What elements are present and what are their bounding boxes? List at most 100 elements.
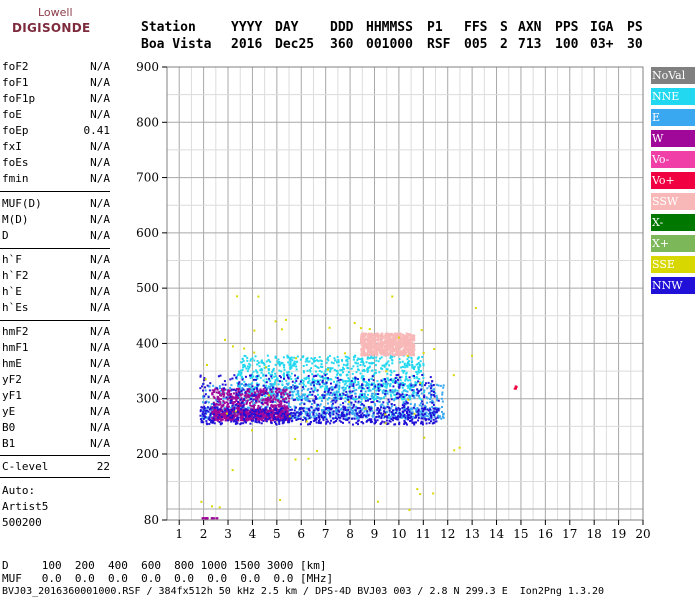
data-point-nne: [279, 364, 281, 366]
data-point-e: [353, 390, 355, 392]
data-point-ssw: [367, 336, 369, 338]
data-point-w: [215, 415, 217, 417]
data-point-e: [365, 396, 367, 398]
data-point-nnw: [417, 390, 419, 392]
data-point-nne: [418, 378, 420, 380]
data-point-w: [278, 401, 280, 403]
data-point-nnw: [316, 422, 318, 424]
data-point-nne: [280, 370, 282, 372]
data-point-ssw: [377, 340, 379, 342]
data-point-nnw: [344, 406, 346, 408]
data-point-nnw: [422, 410, 424, 412]
data-point-nnw: [267, 418, 269, 420]
data-point-e: [297, 390, 299, 392]
data-point-nnw: [207, 385, 209, 387]
data-point-vo+: [516, 386, 518, 388]
data-point-nne: [342, 381, 344, 383]
data-point-nnw: [396, 392, 398, 394]
data-point-sse: [306, 420, 308, 422]
data-point-ssw: [378, 348, 380, 350]
data-point-w: [240, 404, 242, 406]
data-point-nnw: [209, 389, 211, 391]
data-point-e: [366, 412, 368, 414]
data-point-sse: [364, 408, 366, 410]
data-point-ssw: [361, 354, 363, 356]
data-point-sse: [235, 410, 237, 412]
data-point-nnw: [217, 409, 219, 411]
data-point-nnw: [214, 407, 216, 409]
data-point-nne: [313, 359, 315, 361]
data-point-ssw: [362, 351, 364, 353]
data-point-nnw: [400, 414, 402, 416]
data-point-e: [371, 393, 373, 395]
data-point-nnw: [256, 387, 258, 389]
x-tick-label: 11: [416, 527, 431, 541]
data-point-sse: [206, 364, 208, 366]
data-point-nnw: [266, 381, 268, 383]
data-point-nne: [378, 371, 380, 373]
data-point-nnw: [350, 402, 352, 404]
data-point-nnw: [411, 389, 413, 391]
data-point-nne: [353, 387, 355, 389]
data-point-nnw: [402, 411, 404, 413]
data-point-nnw: [213, 413, 215, 415]
data-point-nnw: [224, 380, 226, 382]
data-point-nnw: [244, 421, 246, 423]
data-point-w: [267, 411, 269, 413]
data-point-nne: [305, 377, 307, 379]
data-point-nnw: [361, 387, 363, 389]
data-point-nne: [260, 361, 262, 363]
data-point-w: [282, 398, 284, 400]
data-point-sse: [236, 295, 238, 297]
data-point-nnw: [363, 405, 365, 407]
data-point-nne: [405, 378, 407, 380]
data-point-e: [365, 385, 367, 387]
data-point-nnw: [330, 392, 332, 394]
data-point-w: [221, 388, 223, 390]
data-point-sse: [398, 337, 400, 339]
data-point-nne: [316, 359, 318, 361]
data-point-nne: [393, 394, 395, 396]
data-point-nne: [307, 370, 309, 372]
data-point-nne: [402, 387, 404, 389]
data-point-nne: [403, 370, 405, 372]
data-point-nne: [313, 379, 315, 381]
data-point-nnw: [308, 400, 310, 402]
data-point-nne: [241, 377, 243, 379]
data-point-nnw: [295, 419, 297, 421]
data-point-nnw: [203, 395, 205, 397]
data-point-e: [423, 389, 425, 391]
data-point-nne: [289, 357, 291, 359]
data-point-ssw: [406, 336, 408, 338]
data-point-nnw: [345, 391, 347, 393]
data-point-nne: [320, 386, 322, 388]
data-point-nne: [388, 364, 390, 366]
data-point-nne: [287, 361, 289, 363]
data-point-nne: [290, 378, 292, 380]
data-point-e: [311, 403, 313, 405]
data-point-w: [224, 401, 226, 403]
data-point-e: [307, 400, 309, 402]
data-point-w: [280, 401, 282, 403]
data-point-nne: [319, 397, 321, 399]
data-point-nne: [367, 356, 369, 358]
data-point-nnw: [430, 394, 432, 396]
data-point-nnw: [318, 416, 320, 418]
data-point-w: [218, 404, 220, 406]
data-point-nnw: [297, 418, 299, 420]
data-point-e: [441, 406, 443, 408]
data-point-nnw: [353, 404, 355, 406]
data-point-nnw: [361, 394, 363, 396]
data-point-nnw: [243, 418, 245, 420]
data-point-nnw: [292, 381, 294, 383]
data-point-nne: [375, 369, 377, 371]
data-point-sse: [377, 501, 379, 503]
data-point-nne: [309, 369, 311, 371]
data-point-ssw: [409, 338, 411, 340]
data-point-nne: [416, 364, 418, 366]
data-point-w: [213, 517, 215, 519]
data-point-nnw: [365, 415, 367, 417]
data-point-e: [440, 385, 442, 387]
data-point-ssw: [371, 341, 373, 343]
data-point-nnw: [368, 414, 370, 416]
